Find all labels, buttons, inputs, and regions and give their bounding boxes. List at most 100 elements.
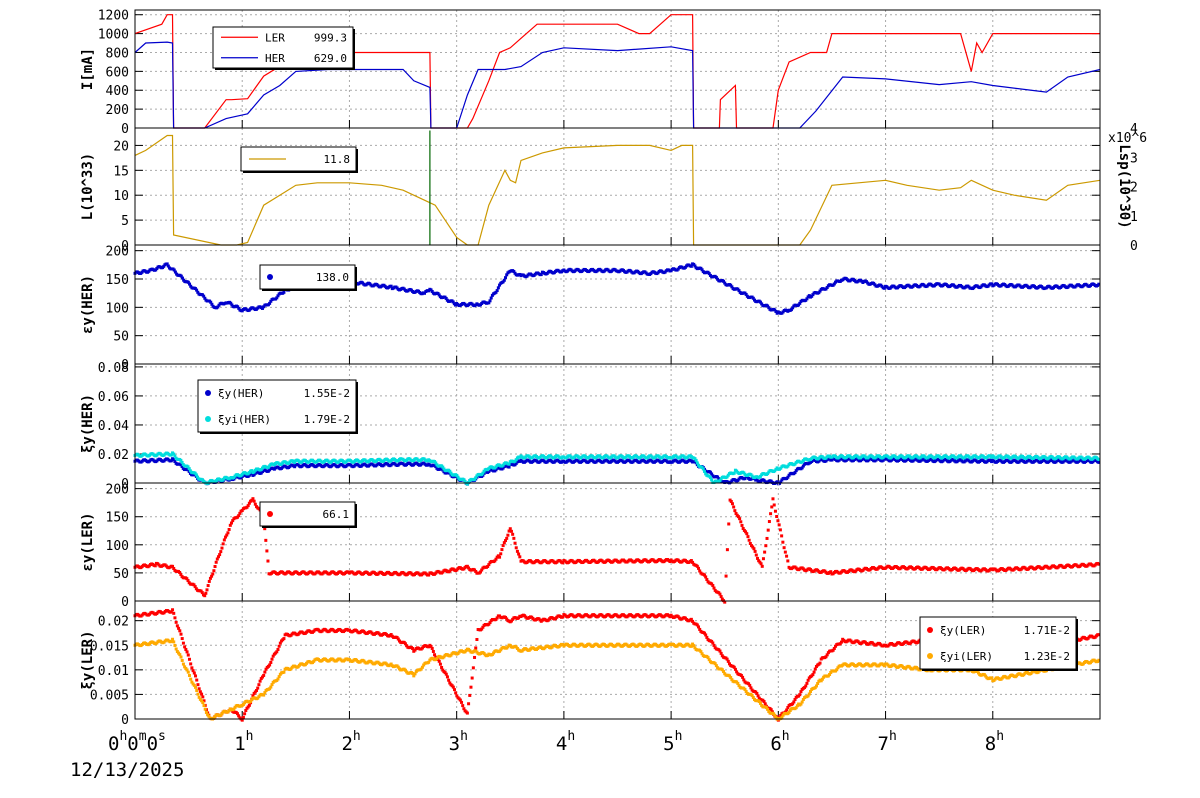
data-point bbox=[172, 566, 176, 570]
data-point bbox=[430, 289, 434, 293]
data-point bbox=[1097, 633, 1101, 637]
data-point bbox=[247, 501, 251, 505]
data-point bbox=[786, 475, 790, 479]
data-point bbox=[692, 644, 696, 648]
y-tick-label: 10 bbox=[113, 189, 129, 204]
data-point bbox=[811, 293, 815, 297]
data-point bbox=[172, 268, 176, 272]
data-point bbox=[216, 305, 220, 309]
data-point bbox=[173, 616, 177, 620]
data-point bbox=[511, 532, 515, 536]
data-point bbox=[458, 698, 462, 702]
legend-value: 11.8 bbox=[324, 153, 351, 166]
data-point bbox=[755, 691, 759, 695]
data-point bbox=[179, 655, 183, 659]
data-point bbox=[474, 569, 478, 573]
data-point bbox=[766, 304, 770, 308]
data-point bbox=[494, 617, 498, 621]
data-point bbox=[277, 675, 281, 679]
data-point bbox=[203, 707, 207, 711]
data-point bbox=[692, 262, 696, 266]
data-point bbox=[829, 570, 833, 574]
y-tick-label: 0 bbox=[121, 122, 129, 137]
data-point bbox=[777, 523, 781, 527]
data-point bbox=[469, 685, 473, 689]
data-point bbox=[186, 653, 190, 657]
data-point bbox=[695, 564, 699, 568]
data-point bbox=[773, 509, 777, 513]
data-point bbox=[411, 671, 415, 675]
data-point bbox=[824, 655, 828, 659]
data-point bbox=[514, 458, 518, 462]
data-point bbox=[758, 560, 762, 564]
data-point bbox=[264, 538, 268, 542]
data-point bbox=[217, 303, 221, 307]
legend-box bbox=[212, 26, 354, 69]
data-point bbox=[227, 528, 231, 532]
data-point bbox=[447, 678, 451, 682]
data-point bbox=[813, 667, 817, 671]
data-point bbox=[190, 680, 194, 684]
data-point bbox=[741, 675, 745, 679]
data-point bbox=[188, 469, 192, 473]
data-point bbox=[801, 697, 805, 701]
data-point bbox=[780, 715, 784, 719]
data-point bbox=[498, 555, 502, 559]
data-point bbox=[187, 673, 191, 677]
data-point bbox=[270, 657, 274, 661]
data-point bbox=[743, 687, 747, 691]
data-point bbox=[697, 566, 701, 570]
data-point bbox=[389, 284, 393, 288]
data-point bbox=[697, 625, 701, 629]
data-point bbox=[748, 683, 752, 687]
data-point bbox=[429, 644, 433, 648]
data-point bbox=[231, 519, 235, 523]
data-point bbox=[517, 552, 521, 556]
data-point bbox=[181, 641, 185, 645]
data-point bbox=[786, 464, 790, 468]
data-point bbox=[203, 296, 207, 300]
y-tick-label: 50 bbox=[113, 567, 129, 582]
data-point bbox=[209, 300, 213, 304]
data-point bbox=[495, 616, 499, 620]
data-point bbox=[181, 662, 185, 666]
data-point bbox=[451, 685, 455, 689]
data-point bbox=[256, 696, 260, 700]
data-point bbox=[241, 715, 245, 719]
data-point bbox=[803, 686, 807, 690]
data-point bbox=[470, 676, 474, 680]
data-point bbox=[235, 515, 239, 519]
data-point bbox=[462, 478, 466, 482]
data-point bbox=[1097, 460, 1101, 464]
data-point bbox=[174, 620, 178, 624]
data-point bbox=[189, 662, 193, 666]
data-point bbox=[184, 648, 188, 652]
data-point bbox=[814, 684, 818, 688]
data-point bbox=[275, 296, 279, 300]
legend-swatch bbox=[205, 390, 211, 396]
data-point bbox=[204, 711, 208, 715]
data-point bbox=[775, 514, 779, 518]
y-tick-label: 800 bbox=[106, 46, 129, 61]
data-point bbox=[449, 471, 453, 475]
data-point bbox=[785, 554, 789, 558]
data-point bbox=[235, 712, 239, 716]
data-point bbox=[693, 264, 697, 268]
data-point bbox=[455, 694, 459, 698]
data-point bbox=[766, 472, 770, 476]
data-point bbox=[750, 693, 754, 697]
data-point bbox=[214, 560, 218, 564]
data-point bbox=[226, 531, 230, 535]
y-tick-label: 0 bbox=[121, 358, 129, 373]
data-point bbox=[515, 647, 519, 651]
data-point bbox=[732, 471, 736, 475]
data-point bbox=[412, 674, 416, 678]
data-point bbox=[266, 559, 270, 563]
data-point bbox=[695, 623, 699, 627]
data-point bbox=[208, 576, 212, 580]
data-point bbox=[838, 642, 842, 646]
data-point bbox=[268, 663, 272, 667]
data-point bbox=[729, 676, 733, 680]
data-point bbox=[730, 678, 734, 682]
data-point bbox=[172, 458, 176, 462]
